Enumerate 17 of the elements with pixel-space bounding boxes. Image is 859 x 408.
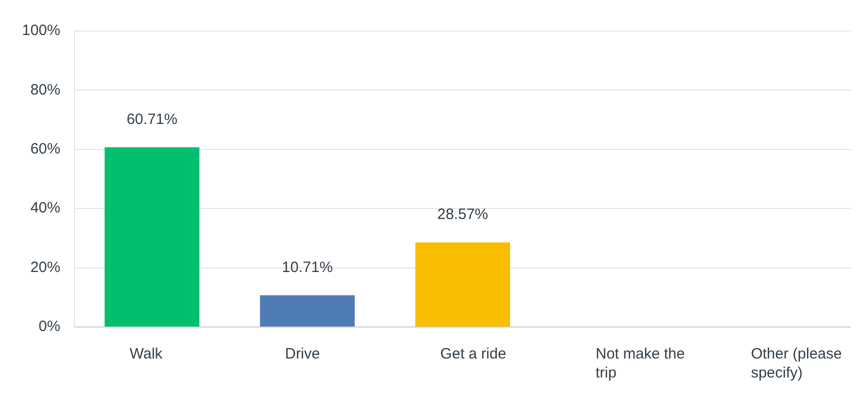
y-tick-label: 100%	[22, 22, 60, 40]
y-tick-label: 20%	[30, 258, 60, 276]
y-tick-label: 40%	[30, 200, 60, 217]
x-tick-label: Drive	[284, 346, 320, 363]
x-tick-label: Get a ride	[440, 346, 506, 363]
y-tick-label: 0%	[38, 318, 60, 336]
x-tick-label: Walk	[130, 346, 163, 363]
x-tick-label: Not make the trip	[596, 346, 685, 382]
data-label: 28.57%	[437, 206, 488, 224]
x-tick-label: Other (please specify)	[750, 346, 842, 382]
data-label: 60.71%	[126, 110, 178, 128]
y-tick-label: 60%	[30, 140, 60, 158]
bar	[415, 242, 510, 326]
bar	[260, 295, 355, 326]
bar	[104, 147, 200, 326]
data-label: 10.71%	[282, 258, 333, 276]
y-tick-label: 80%	[30, 81, 60, 98]
